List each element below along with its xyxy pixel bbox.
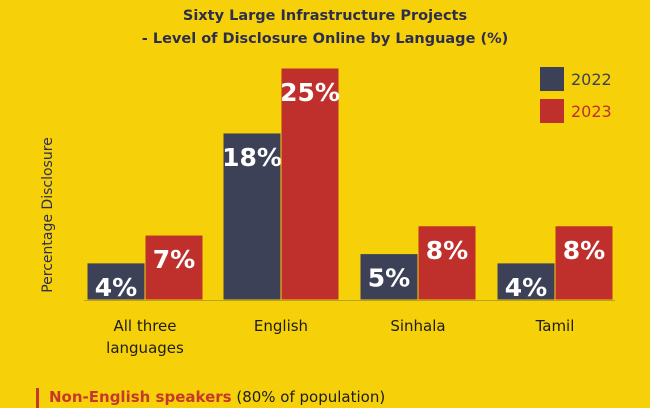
bar-2023-1 <box>280 67 340 301</box>
legend-swatch-2022 <box>540 67 564 91</box>
x-tick-label-2: Sinhala <box>343 315 493 337</box>
data-label-2022-1: 18% <box>222 143 282 172</box>
bar-2022-1 <box>222 132 282 301</box>
data-label-2023-1: 25% <box>280 78 340 107</box>
x-tick-label-line: Sinhala <box>390 317 446 335</box>
chart-subtitle: - Level of Disclosure Online by Language… <box>141 31 509 47</box>
x-tick-label-line: All three <box>113 317 177 335</box>
data-label-2023-3: 8% <box>563 236 605 265</box>
x-tick-label-1: English <box>206 315 356 337</box>
data-label-2022-0: 4% <box>95 273 137 302</box>
data-label-2022-3: 4% <box>505 273 547 302</box>
legend-label-2022: 2022 <box>571 69 612 89</box>
chart-title: Sixty Large Infrastructure Projects <box>182 8 468 24</box>
footnote: Non-English speakers (80% of population) <box>36 388 385 408</box>
data-label-2022-2: 5% <box>368 264 410 293</box>
footnote-text: (80% of population) <box>231 388 386 406</box>
legend-item-2023: 2023 <box>540 99 612 123</box>
x-tick-label-line: English <box>253 317 309 335</box>
bar-2023-0 <box>144 234 204 301</box>
x-tick-label-line: Tamil <box>535 317 575 335</box>
bar-2023-2 <box>417 225 477 301</box>
data-label-2023-0: 7% <box>153 245 195 274</box>
legend-label-2023: 2023 <box>571 101 612 121</box>
bar-2022-2 <box>359 253 419 301</box>
x-tick-label-3: Tamil <box>480 315 630 337</box>
legend-item-2022: 2022 <box>540 67 612 91</box>
data-label-2023-2: 8% <box>426 236 468 265</box>
footnote-highlight: Non-English speakers <box>49 388 232 406</box>
x-tick-label-line: languages <box>106 339 184 357</box>
legend-swatch-2023 <box>540 99 564 123</box>
x-tick-label-0: All three languages <box>70 315 220 359</box>
bar-2022-0 <box>86 262 146 301</box>
